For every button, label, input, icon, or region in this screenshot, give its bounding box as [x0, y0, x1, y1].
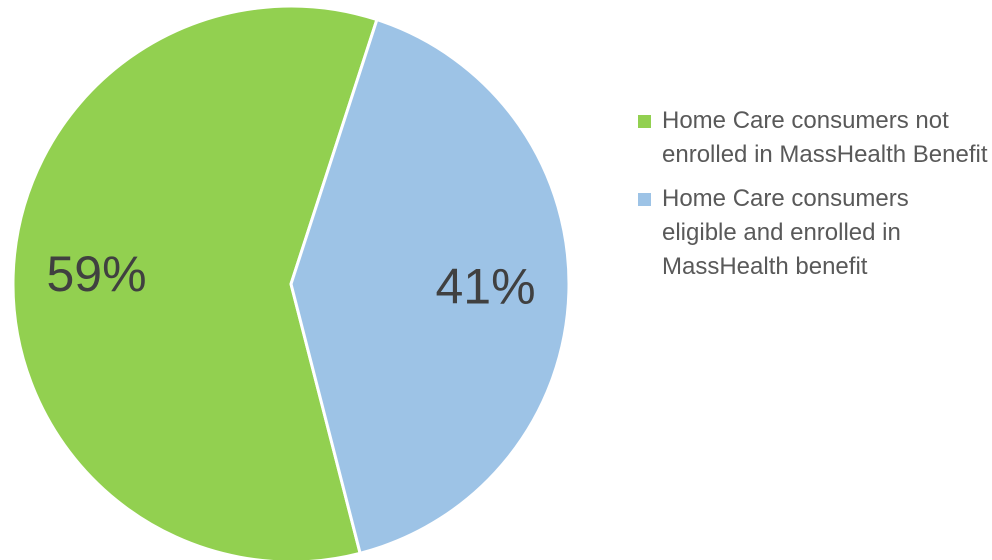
pie-slice [289, 17, 571, 556]
pie-slice [11, 4, 379, 560]
legend: Home Care consumers not enrolled in Mass… [638, 104, 988, 294]
legend-label: Home Care consumers eligible and enrolle… [662, 185, 909, 280]
legend-item: Home Care consumers eligible and enrolle… [638, 182, 988, 284]
legend-item: Home Care consumers not enrolled in Mass… [638, 104, 988, 172]
legend-swatch [638, 193, 651, 206]
data-label: 59% [46, 246, 146, 302]
legend-swatch [638, 115, 651, 128]
legend-label: Home Care consumers not enrolled in Mass… [662, 107, 988, 168]
data-label: 41% [435, 258, 535, 314]
